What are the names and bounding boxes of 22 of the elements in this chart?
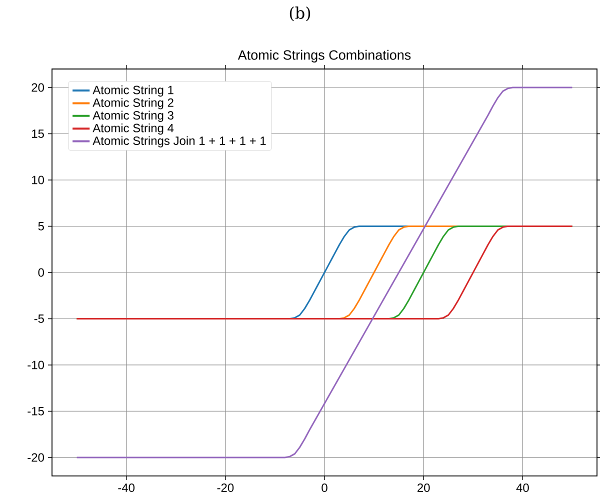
y-tick-label: -15 [28, 407, 44, 416]
legend-label: Atomic String 4 [92, 124, 174, 135]
legend-label: Atomic String 1 [92, 85, 174, 97]
x-tick-label: 20 [418, 484, 430, 492]
legend-label: Atomic Strings Join 1 + 1 + 1 + 1 [92, 136, 266, 148]
y-tick-label: 0 [38, 268, 44, 277]
x-tick-label: -40 [118, 484, 135, 492]
y-tick-label: 20 [32, 83, 44, 92]
line-series [76, 86, 573, 458]
legend-label: Atomic String 2 [92, 98, 174, 110]
text: (b) [290, 6, 310, 22]
chart-title: Atomic Strings Combinations [238, 50, 411, 62]
x-tick-label: 0 [322, 484, 328, 492]
y-tick-label: 15 [32, 130, 44, 138]
legend-label: Atomic String 3 [92, 110, 174, 122]
y-tick-label: -10 [28, 360, 44, 370]
x-tick-label: -20 [217, 484, 234, 492]
y-tick-label: -20 [28, 453, 44, 462]
y-tick-label: -5 [34, 314, 44, 323]
x-tick-label: 40 [516, 484, 529, 492]
y-tick-label: 10 [32, 176, 44, 184]
y-tick-label: 5 [38, 222, 44, 230]
